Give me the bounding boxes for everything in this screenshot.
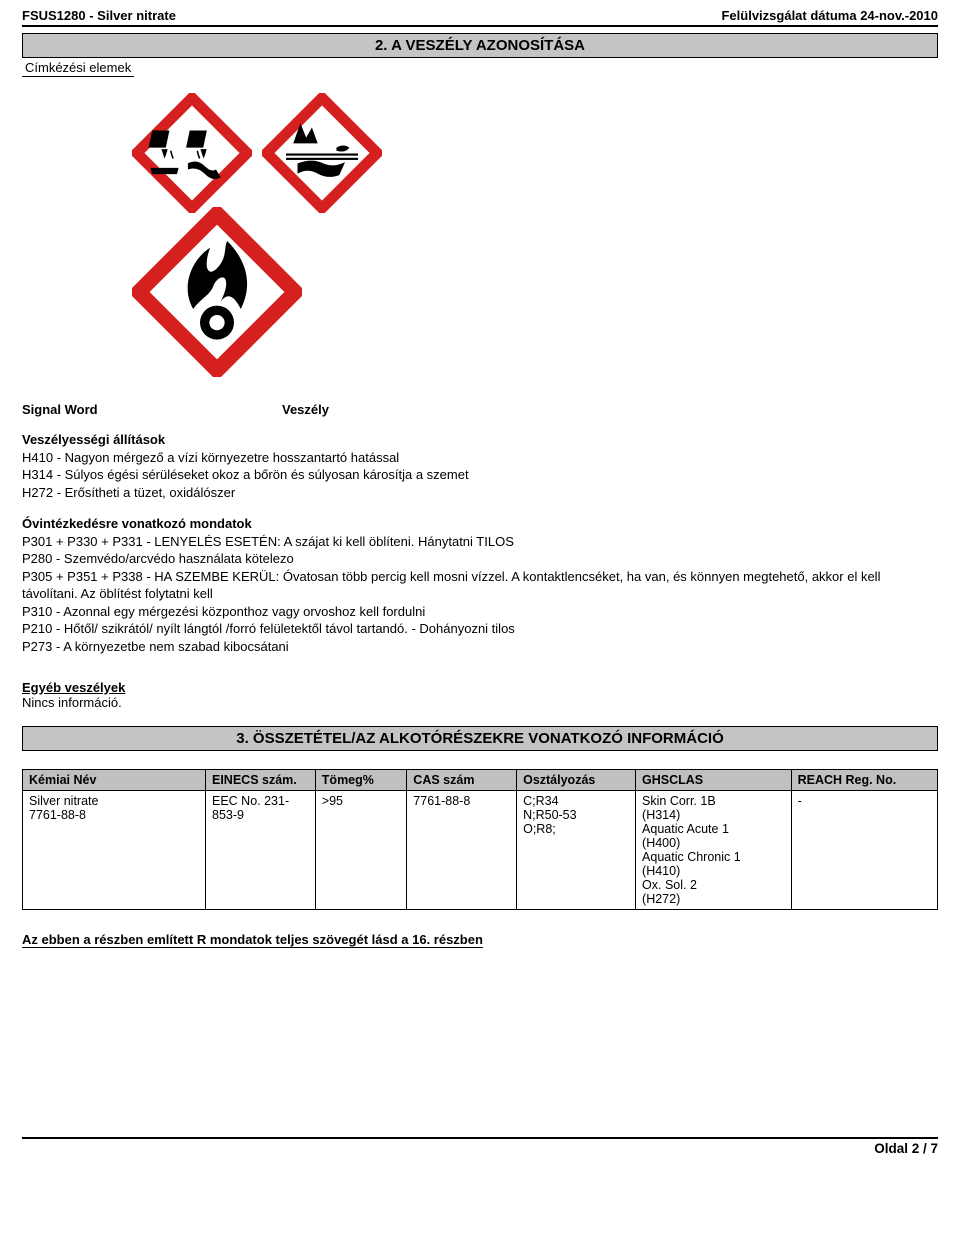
cell-cas: 7761-88-8 [407, 790, 517, 909]
other-hazards-block: Egyéb veszélyek Nincs információ. [22, 680, 938, 710]
col-ghs: GHSCLAS [636, 769, 792, 790]
r-phrases-note: Az ebben a részben említett R mondatok t… [22, 932, 938, 947]
signal-word: Veszély [282, 402, 329, 417]
product-name: Silver nitrate [97, 8, 176, 23]
composition-table: Kémiai Név EINECS szám. Tömeg% CAS szám … [22, 769, 938, 910]
hazard-h272: H272 - Erősítheti a tüzet, oxidálószer [22, 484, 938, 502]
signal-word-label: Signal Word [22, 402, 282, 417]
ghs-environment-icon [262, 93, 382, 213]
footer-rule [22, 1137, 938, 1139]
header-rule [22, 25, 938, 27]
other-hazards-heading: Egyéb veszélyek [22, 680, 938, 695]
cell-einecs: EEC No. 231-853-9 [206, 790, 316, 909]
col-cas: CAS szám [407, 769, 517, 790]
ghs-pictograms [22, 93, 938, 380]
hazard-h314: H314 - Súlyos égési sérüléseket okoz a b… [22, 466, 938, 484]
table-header-row: Kémiai Név EINECS szám. Tömeg% CAS szám … [23, 769, 938, 790]
cell-class: C;R34 N;R50-53 O;R8; [517, 790, 636, 909]
cell-reach: - [791, 790, 937, 909]
hazard-h410: H410 - Nagyon mérgező a vízi környezetre… [22, 449, 938, 467]
hazard-heading: Veszélyességi állítások [22, 431, 938, 449]
col-reach: REACH Reg. No. [791, 769, 937, 790]
header-right: Felülvizsgálat dátuma 24-nov.-2010 [721, 8, 938, 23]
page-number: Oldal 2 / 7 [22, 1141, 938, 1156]
hazard-block: Veszélyességi állítások H410 - Nagyon mé… [22, 431, 938, 501]
page-footer: Oldal 2 / 7 [22, 1137, 938, 1156]
section-3-title: 3. ÖSSZETÉTEL/AZ ALKOTÓRÉSZEKRE VONATKOZ… [22, 726, 938, 751]
product-code: FSUS1280 [22, 8, 86, 23]
precaution-text: P301 + P330 + P331 - LENYELÉS ESETÉN: A … [22, 533, 938, 656]
col-chemical: Kémiai Név [23, 769, 206, 790]
col-einecs: EINECS szám. [206, 769, 316, 790]
ghs-oxidizer-icon [132, 207, 302, 377]
table-row: Silver nitrate 7761-88-8 EEC No. 231-853… [23, 790, 938, 909]
precaution-heading: Óvintézkedésre vonatkozó mondatok [22, 515, 938, 533]
cell-chem: Silver nitrate 7761-88-8 [23, 790, 206, 909]
page-header: FSUS1280 - Silver nitrate Felülvizsgálat… [22, 8, 938, 23]
revision-date: 24-nov.-2010 [860, 8, 938, 23]
dash: - [89, 8, 97, 23]
revision-label: Felülvizsgálat dátuma [721, 8, 856, 23]
other-hazards-text: Nincs információ. [22, 695, 938, 710]
header-left: FSUS1280 - Silver nitrate [22, 8, 176, 23]
cell-weight: >95 [315, 790, 407, 909]
ghs-corrosion-icon [132, 93, 252, 213]
col-class: Osztályozás [517, 769, 636, 790]
precaution-block: Óvintézkedésre vonatkozó mondatok P301 +… [22, 515, 938, 655]
label-cimkezesi: Címkézési elemek [22, 60, 134, 77]
r-phrases-text: Az ebben a részben említett R mondatok t… [22, 932, 483, 948]
signal-word-row: Signal Word Veszély [22, 402, 938, 417]
section-2-title: 2. A VESZÉLY AZONOSÍTÁSA [22, 33, 938, 58]
cell-ghs: Skin Corr. 1B (H314) Aquatic Acute 1 (H4… [636, 790, 792, 909]
col-weight: Tömeg% [315, 769, 407, 790]
